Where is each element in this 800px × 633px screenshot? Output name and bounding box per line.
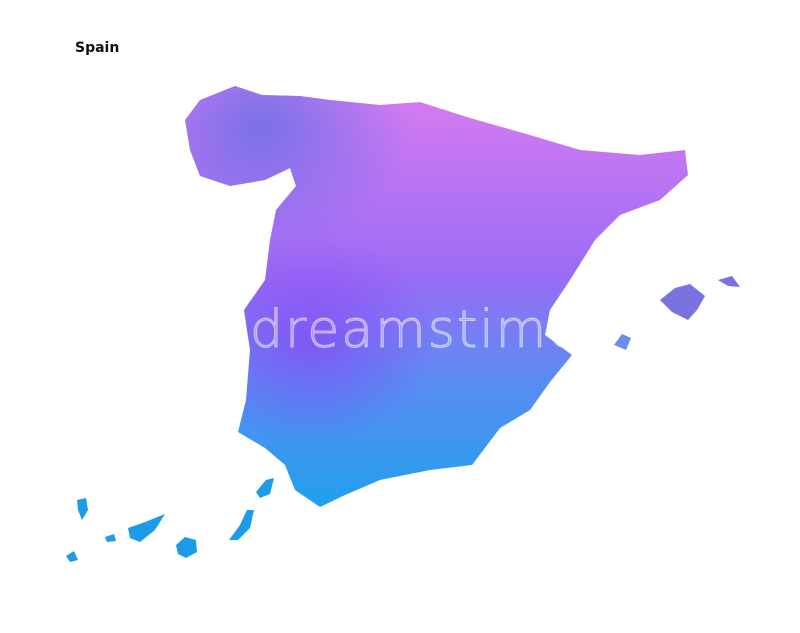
lanzarote <box>256 478 274 498</box>
menorca <box>718 276 740 287</box>
map-title: Spain <box>75 40 120 56</box>
fuerteventura <box>229 510 254 540</box>
mainland <box>185 86 688 507</box>
la-gomera <box>105 534 116 542</box>
tenerife <box>128 514 165 542</box>
balearic-islands <box>614 276 740 350</box>
ibiza <box>614 334 631 350</box>
la-palma <box>77 498 88 520</box>
watermark: dreamstime <box>249 300 583 361</box>
canary-islands <box>66 478 274 562</box>
gran-canaria <box>176 537 197 558</box>
mallorca <box>660 284 705 320</box>
el-hierro <box>66 551 78 562</box>
